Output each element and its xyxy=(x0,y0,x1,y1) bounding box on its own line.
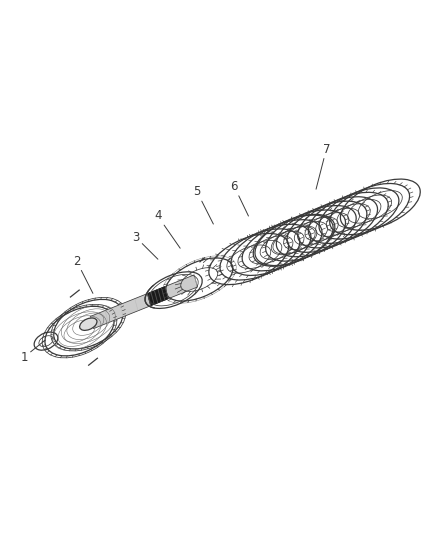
Polygon shape xyxy=(147,287,168,306)
Text: 1: 1 xyxy=(20,340,45,364)
Text: 5: 5 xyxy=(194,185,213,224)
Text: 4: 4 xyxy=(154,209,180,248)
Text: 2: 2 xyxy=(73,255,93,293)
Ellipse shape xyxy=(80,318,97,330)
Text: 3: 3 xyxy=(132,231,158,259)
Text: 6: 6 xyxy=(230,180,248,216)
Polygon shape xyxy=(90,275,198,329)
Text: 7: 7 xyxy=(316,143,330,189)
